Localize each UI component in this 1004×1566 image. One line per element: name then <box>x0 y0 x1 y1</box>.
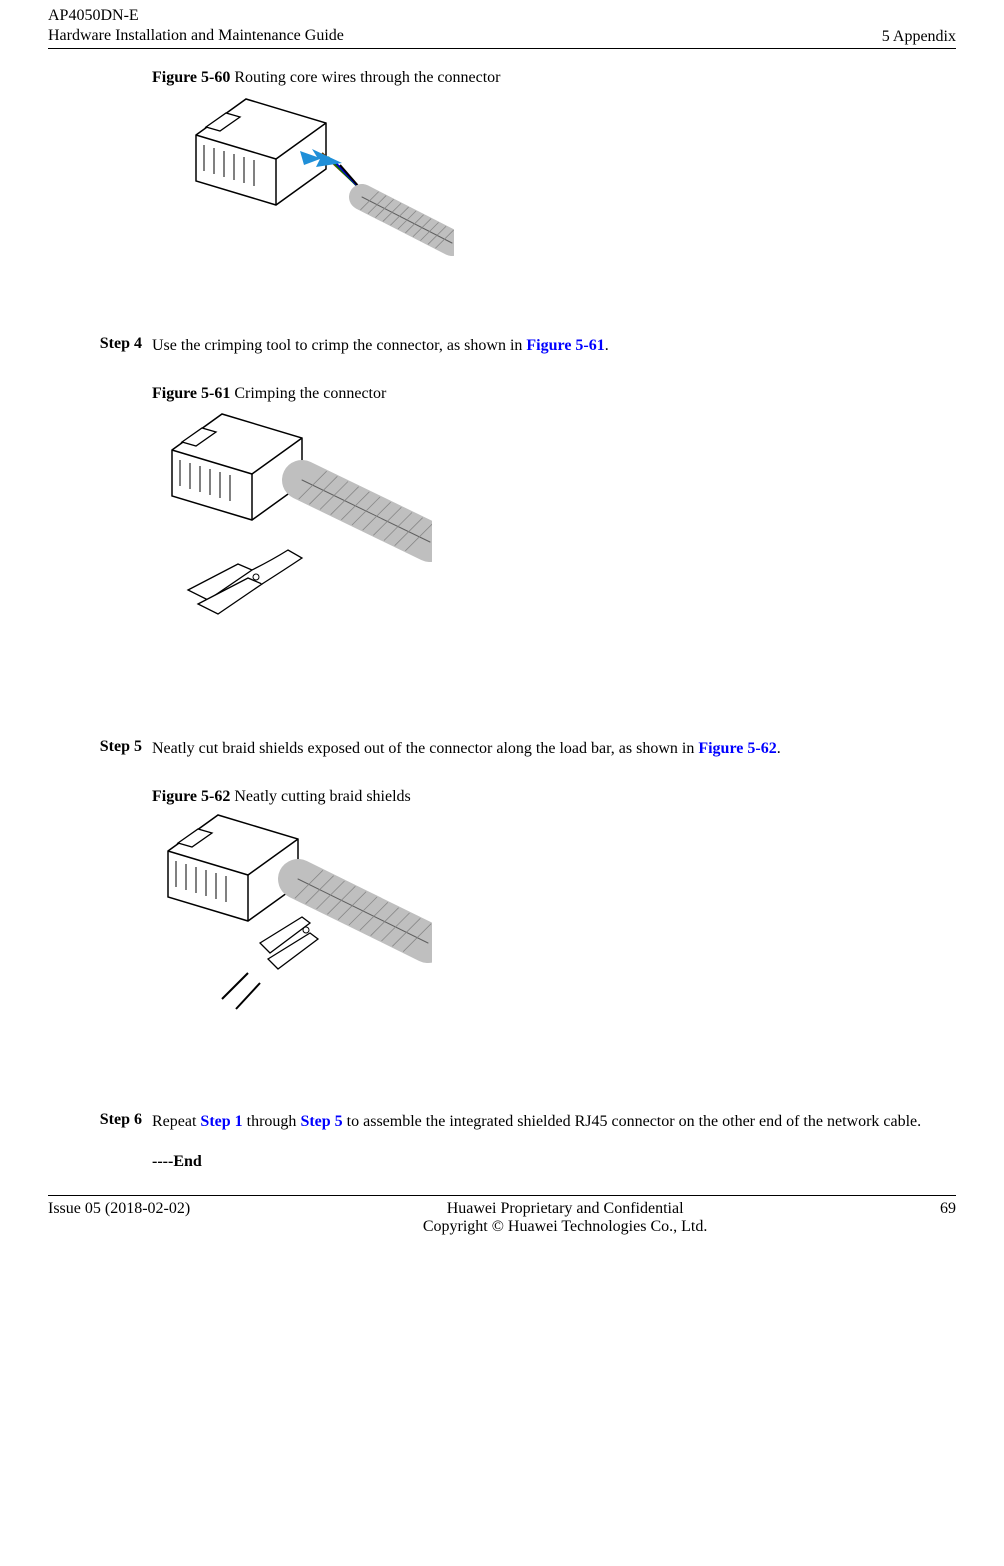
figure-62-image <box>152 813 956 1013</box>
step-4-label: Step 4 <box>48 335 152 666</box>
step-5-body: Neatly cut braid shields exposed out of … <box>152 738 956 1039</box>
figure-60-number: Figure 5-60 <box>152 69 230 86</box>
step-5-pre: Neatly cut braid shields exposed out of … <box>152 740 698 757</box>
figure-60-caption: Figure 5-60 Routing core wires through t… <box>152 69 956 87</box>
figure-62-caption: Figure 5-62 Neatly cutting braid shields <box>152 786 956 808</box>
figure-61-number: Figure 5-61 <box>152 385 230 402</box>
figure-61-caption: Figure 5-61 Crimping the connector <box>152 383 956 405</box>
footer-pagenum: 69 <box>940 1200 956 1218</box>
step-6-mid: through <box>243 1113 301 1130</box>
figure-60-image <box>152 93 956 263</box>
footer-issue: Issue 05 (2018-02-02) <box>48 1200 190 1218</box>
figure-62-title: Neatly cutting braid shields <box>234 788 410 805</box>
step-6-label: Step 6 <box>48 1111 152 1172</box>
footer-center: Huawei Proprietary and Confidential Copy… <box>190 1200 940 1236</box>
step-6-post: to assemble the integrated shielded RJ45… <box>343 1113 921 1130</box>
link-step-5[interactable]: Step 5 <box>300 1113 342 1130</box>
link-figure-5-62[interactable]: Figure 5-62 <box>698 740 776 757</box>
link-figure-5-61[interactable]: Figure 5-61 <box>526 337 604 354</box>
step-4-post: . <box>605 337 609 354</box>
step-5-post: . <box>777 740 781 757</box>
link-step-1[interactable]: Step 1 <box>200 1113 242 1130</box>
page-footer: Issue 05 (2018-02-02) Huawei Proprietary… <box>48 1195 956 1236</box>
step-4-body: Use the crimping tool to crimp the conne… <box>152 335 956 666</box>
step-5-label: Step 5 <box>48 738 152 1039</box>
step-6-body: Repeat Step 1 through Step 5 to assemble… <box>152 1111 956 1172</box>
step-6-pre: Repeat <box>152 1113 200 1130</box>
page-header: AP4050DN-E Hardware Installation and Mai… <box>48 0 956 49</box>
header-left: AP4050DN-E Hardware Installation and Mai… <box>48 6 344 46</box>
header-section: 5 Appendix <box>882 28 956 46</box>
end-marker: ----End <box>152 1151 956 1173</box>
footer-copyright: Copyright © Huawei Technologies Co., Ltd… <box>190 1218 940 1236</box>
footer-proprietary: Huawei Proprietary and Confidential <box>190 1200 940 1218</box>
step-4-pre: Use the crimping tool to crimp the conne… <box>152 337 526 354</box>
header-doctitle: Hardware Installation and Maintenance Gu… <box>48 26 344 46</box>
figure-61-title: Crimping the connector <box>234 385 386 402</box>
figure-61-image <box>152 410 956 640</box>
figure-60-title: Routing core wires through the connector <box>234 69 500 86</box>
header-product: AP4050DN-E <box>48 6 344 26</box>
figure-62-number: Figure 5-62 <box>152 788 230 805</box>
